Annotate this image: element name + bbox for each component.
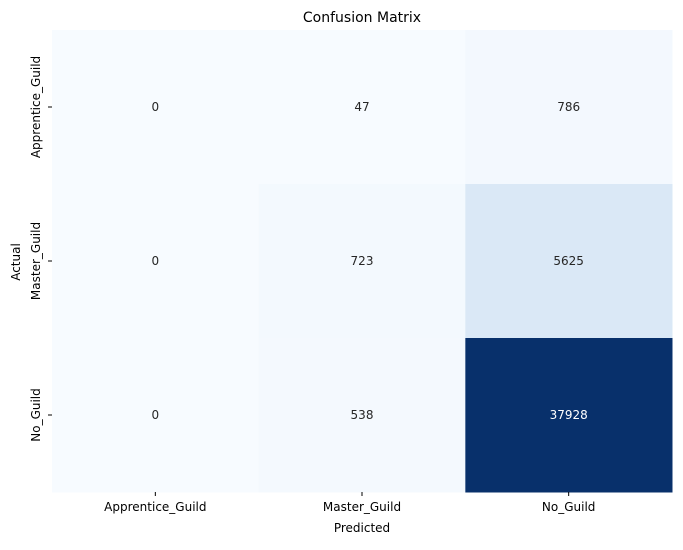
cell-value: 37928 — [550, 408, 588, 422]
heatmap-cell — [465, 338, 673, 493]
cell-value: 0 — [152, 408, 160, 422]
heatmap-cell — [258, 338, 466, 493]
y-tick-label: Master_Guild — [29, 222, 43, 300]
y-axis-ticks: Apprentice_Guild Master_Guild No_Guild — [29, 56, 52, 442]
heatmap-cell — [258, 184, 466, 339]
chart-title: Confusion Matrix — [303, 10, 421, 26]
heatmap-cells — [52, 30, 673, 493]
cell-value: 0 — [152, 100, 160, 114]
heatmap-cell — [52, 338, 260, 493]
x-axis-label: Predicted — [334, 521, 390, 535]
heatmap-cell — [465, 184, 673, 339]
x-axis-ticks: Apprentice_Guild Master_Guild No_Guild — [104, 492, 595, 514]
heatmap-cell — [258, 30, 466, 185]
cell-value: 786 — [557, 100, 580, 114]
cell-value: 0 — [152, 254, 160, 268]
y-tick-label: No_Guild — [29, 388, 43, 442]
cell-annotations: 0 47 786 0 723 5625 0 538 37928 — [152, 100, 588, 422]
cell-value: 5625 — [553, 254, 584, 268]
y-axis-label: Actual — [9, 243, 23, 281]
x-tick-label: Apprentice_Guild — [104, 500, 206, 514]
x-tick-label: No_Guild — [542, 500, 596, 514]
cell-value: 47 — [354, 100, 369, 114]
x-tick-label: Master_Guild — [323, 500, 401, 514]
cell-value: 538 — [351, 408, 374, 422]
heatmap-cell — [52, 184, 260, 339]
heatmap-cell — [465, 30, 673, 185]
heatmap-cell — [52, 30, 260, 185]
y-tick-label: Apprentice_Guild — [29, 56, 43, 158]
cell-value: 723 — [351, 254, 374, 268]
